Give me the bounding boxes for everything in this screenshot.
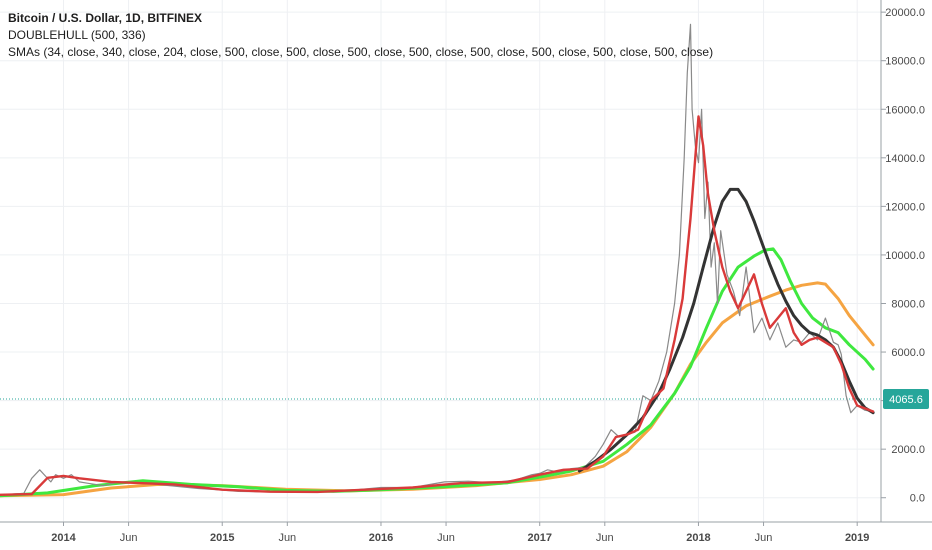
y-tick-label: 6000.0 <box>891 347 925 359</box>
y-tick-label: 18000.0 <box>885 56 925 68</box>
symbol-title[interactable]: Bitcoin / U.S. Dollar, 1D, BITFINEX <box>8 11 203 25</box>
current-price-tag: 4065.6 <box>883 389 929 410</box>
x-tick-label: 2014 <box>51 532 76 544</box>
indicator-doublehull-label[interactable]: DOUBLEHULL (500, 336) <box>8 28 146 42</box>
y-tick-label: 8000.0 <box>891 298 925 310</box>
series-line-sma34 <box>0 115 875 496</box>
series-line-sma340 <box>0 281 875 498</box>
axes <box>0 0 932 523</box>
y-tick-label: 0.0 <box>910 493 925 505</box>
axis-labels: 0.02000.04000.06000.08000.010000.012000.… <box>51 7 929 544</box>
current-price-label: 4065.6 <box>889 394 923 406</box>
x-tick-label: Jun <box>120 532 138 544</box>
grid-lines <box>0 0 881 522</box>
y-tick-label: 16000.0 <box>885 104 925 116</box>
x-tick-label: Jun <box>437 532 455 544</box>
current-price-badge <box>883 389 929 410</box>
series-line-price <box>0 23 874 496</box>
indicator-smas-label[interactable]: SMAs (34, close, 340, close, 204, close,… <box>8 45 714 59</box>
x-tick-label: 2017 <box>527 532 551 544</box>
y-tick-label: 20000.0 <box>885 7 925 19</box>
chart-legend: Bitcoin / U.S. Dollar, 1D, BITFINEX DOUB… <box>8 10 713 61</box>
y-tick-label: 10000.0 <box>885 250 925 262</box>
y-tick-label: 12000.0 <box>885 201 925 213</box>
x-tick-label: 2019 <box>845 532 869 544</box>
x-tick-label: 2016 <box>369 532 393 544</box>
y-tick-label: 2000.0 <box>891 444 925 456</box>
x-tick-label: 2018 <box>686 532 710 544</box>
series-line-sma204 <box>0 247 875 498</box>
y-tick-label: 14000.0 <box>885 153 925 165</box>
x-tick-label: Jun <box>596 532 614 544</box>
x-tick-label: Jun <box>755 532 773 544</box>
x-tick-label: 2015 <box>210 532 234 544</box>
x-tick-label: Jun <box>278 532 296 544</box>
series-lines <box>0 23 875 498</box>
